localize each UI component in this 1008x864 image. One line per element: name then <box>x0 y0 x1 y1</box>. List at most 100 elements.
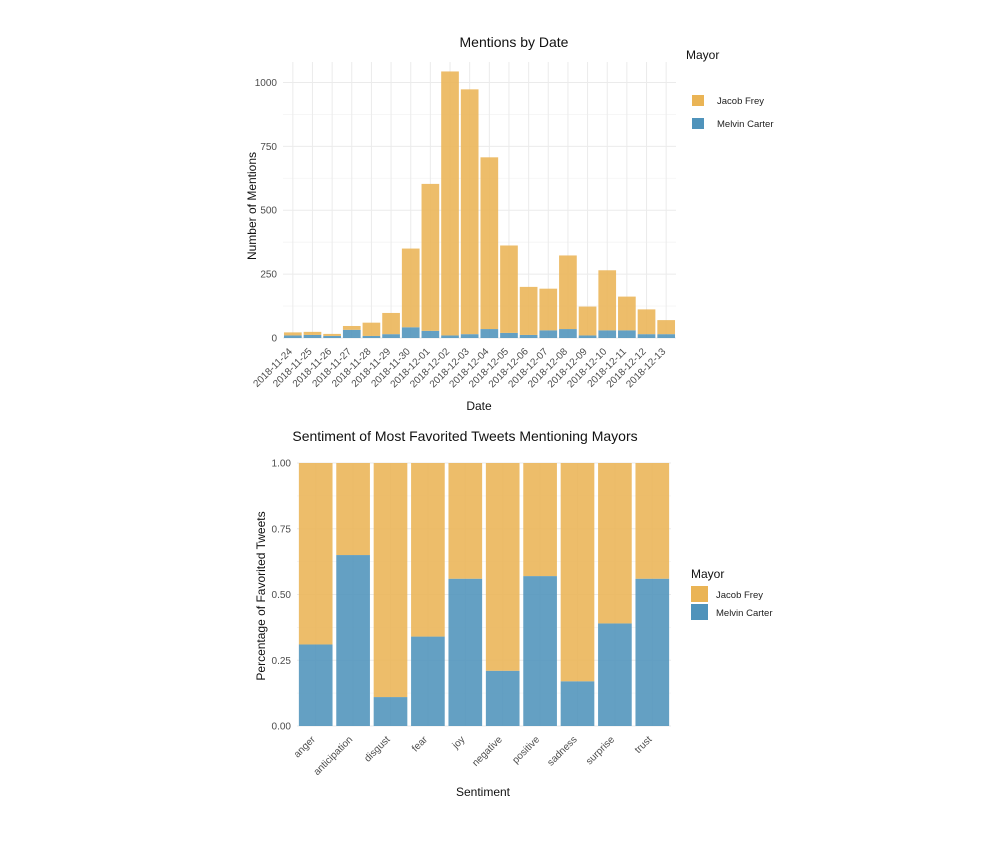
x-tick-label: disgust <box>362 734 392 764</box>
y-tick-label: 0.50 <box>272 590 292 601</box>
bar-melvin-carter-anger <box>298 644 333 726</box>
bar-jacob-frey-2018-12-12 <box>637 309 656 335</box>
chart1-legend-label-jacob-frey: Jacob Frey <box>717 96 764 107</box>
bar-jacob-frey-joy <box>448 463 483 579</box>
chart2-title: Sentiment of Most Favorited Tweets Menti… <box>292 428 637 444</box>
bar-melvin-carter-surprise <box>598 623 632 726</box>
chart1-legend: Mayor Jacob Frey Melvin Carter <box>686 48 774 130</box>
bar-melvin-carter-2018-12-03 <box>460 334 479 338</box>
chart1-legend-swatch-melvin-carter <box>692 118 704 129</box>
bar-jacob-frey-2018-11-28 <box>362 322 381 336</box>
y-tick-label: 500 <box>260 206 277 217</box>
chart1-x-axis-label: Date <box>466 399 492 413</box>
bar-melvin-carter-2018-11-25 <box>303 334 322 338</box>
bar-jacob-frey-trust <box>635 463 670 579</box>
bar-melvin-carter-2018-11-27 <box>342 329 361 338</box>
chart2-bars <box>298 463 670 726</box>
bar-jacob-frey-2018-12-08 <box>559 255 577 330</box>
bar-melvin-carter-disgust <box>373 697 408 726</box>
bar-melvin-carter-fear <box>411 636 445 726</box>
chart2-legend-swatch-melvin-carter <box>691 604 708 620</box>
y-tick-label: 250 <box>260 270 277 281</box>
bar-jacob-frey-2018-12-04 <box>480 157 499 330</box>
bar-jacob-frey-negative <box>485 463 520 671</box>
bar-melvin-carter-2018-12-11 <box>618 330 636 338</box>
bar-jacob-frey-2018-12-06 <box>519 286 538 335</box>
bar-melvin-carter-2018-12-09 <box>578 335 597 338</box>
chart2-legend-label-melvin-carter: Melvin Carter <box>716 608 773 619</box>
chart2-legend-title: Mayor <box>691 567 724 581</box>
chart1-grid <box>283 62 676 339</box>
bar-jacob-frey-fear <box>411 463 445 637</box>
bar-melvin-carter-2018-12-08 <box>559 329 577 338</box>
y-tick-label: 0.00 <box>272 722 292 733</box>
chart1-legend-title: Mayor <box>686 48 719 62</box>
x-tick-label: joy <box>450 734 468 752</box>
chart1-y-axis-label: Number of Mentions <box>245 152 259 260</box>
bar-jacob-frey-2018-11-26 <box>323 333 341 336</box>
bar-jacob-frey-2018-11-24 <box>283 332 302 336</box>
bar-jacob-frey-2018-11-30 <box>401 248 420 328</box>
chart1-title: Mentions by Date <box>460 34 569 50</box>
x-tick-label: surprise <box>584 734 617 767</box>
bar-jacob-frey-anger <box>298 463 333 645</box>
bar-jacob-frey-anticipation <box>336 463 370 556</box>
y-tick-label: 750 <box>260 142 277 153</box>
bar-jacob-frey-positive <box>523 463 557 577</box>
chart2-y-tick-labels: 0.00 0.25 0.50 0.75 1.00 <box>272 459 292 733</box>
chart2-x-axis-label: Sentiment <box>456 785 511 799</box>
bar-melvin-carter-2018-12-13 <box>657 334 676 338</box>
bar-melvin-carter-2018-12-04 <box>480 329 499 338</box>
chart2-y-axis-label: Percentage of Favorited Tweets <box>254 511 268 680</box>
bar-melvin-carter-2018-12-05 <box>500 332 518 338</box>
bar-melvin-carter-2018-12-06 <box>519 334 538 338</box>
bar-jacob-frey-2018-12-10 <box>598 270 617 331</box>
chart1-legend-label-melvin-carter: Melvin Carter <box>717 119 774 130</box>
bar-jacob-frey-2018-11-27 <box>342 325 361 330</box>
bar-melvin-carter-joy <box>448 578 483 726</box>
bar-melvin-carter-2018-12-07 <box>539 330 558 338</box>
bar-melvin-carter-2018-12-01 <box>421 330 440 338</box>
bar-jacob-frey-disgust <box>373 463 408 698</box>
x-tick-label: trust <box>633 734 655 756</box>
bar-jacob-frey-2018-12-02 <box>441 71 459 336</box>
bar-melvin-carter-2018-11-28 <box>362 335 381 338</box>
bar-jacob-frey-surprise <box>598 463 632 624</box>
bar-jacob-frey-2018-12-13 <box>657 320 676 335</box>
y-tick-label: 1000 <box>255 78 278 89</box>
y-tick-label: 0.25 <box>272 656 292 667</box>
bar-melvin-carter-2018-12-12 <box>637 334 656 338</box>
x-tick-label: anticipation <box>312 734 356 778</box>
mentions-by-date-chart: 0 250 500 750 1000 2018-11-242018-11-252018-… <box>245 34 774 413</box>
chart1-y-tick-labels: 0 250 500 750 1000 <box>255 78 278 345</box>
chart1-bars <box>283 71 676 338</box>
chart1-legend-swatch-jacob-frey <box>692 95 704 106</box>
bar-melvin-carter-positive <box>523 576 557 726</box>
bar-jacob-frey-2018-11-25 <box>303 331 322 335</box>
bar-melvin-carter-anticipation <box>336 555 370 726</box>
bar-melvin-carter-trust <box>635 578 670 726</box>
bar-jacob-frey-2018-12-07 <box>539 288 558 331</box>
bar-jacob-frey-sadness <box>560 463 595 682</box>
x-tick-label: negative <box>470 734 505 769</box>
bar-jacob-frey-2018-12-01 <box>421 183 440 331</box>
x-tick-label: positive <box>510 734 542 766</box>
bar-melvin-carter-2018-12-02 <box>441 335 459 338</box>
bar-jacob-frey-2018-12-11 <box>618 296 636 331</box>
bar-melvin-carter-2018-11-30 <box>401 327 420 338</box>
bar-melvin-carter-2018-12-10 <box>598 330 617 338</box>
bar-melvin-carter-2018-11-26 <box>323 335 341 338</box>
chart1-x-tick-labels: 2018-11-242018-11-252018-11-262018-11-27… <box>252 346 669 390</box>
bar-melvin-carter-negative <box>485 670 520 726</box>
bar-jacob-frey-2018-12-03 <box>460 89 479 335</box>
y-tick-label: 1.00 <box>272 459 292 470</box>
bar-jacob-frey-2018-12-09 <box>578 306 597 336</box>
y-tick-label: 0 <box>271 334 277 345</box>
x-tick-label: sadness <box>546 734 580 768</box>
bar-melvin-carter-2018-11-29 <box>382 334 400 338</box>
x-tick-label: fear <box>410 734 430 754</box>
chart2-legend: Mayor Jacob Frey Melvin Carter <box>691 567 773 620</box>
